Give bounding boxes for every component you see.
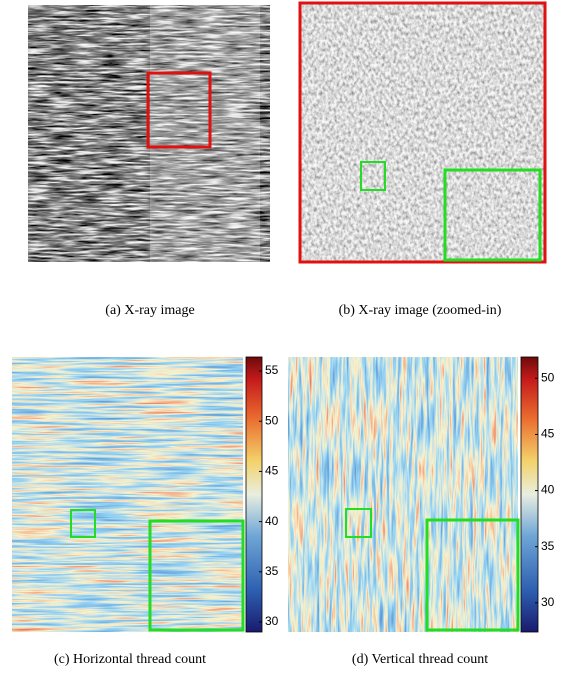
figure: (a) X-ray image (b) X-ray image (zoomed-i… (0, 0, 565, 670)
tick-label: 50 (541, 370, 555, 384)
colorbar (521, 357, 538, 632)
caption: (c) Horizontal thread count (54, 652, 206, 667)
tick-label: 50 (265, 413, 279, 427)
tick-label: 40 (265, 514, 279, 528)
tick-label: 40 (541, 483, 555, 497)
caption: (d) Vertical thread count (352, 652, 488, 667)
detail-inset (150, 521, 243, 630)
tick-label: 45 (541, 427, 555, 441)
tick-label: 35 (265, 564, 279, 578)
tick-label: 35 (541, 539, 555, 553)
caption: (b) X-ray image (zoomed-in) (339, 303, 502, 318)
tick-label: 45 (265, 464, 279, 478)
tick-label: 30 (265, 614, 279, 628)
tick-label: 55 (265, 363, 279, 377)
detail-inset (427, 520, 518, 630)
light-region (150, 5, 260, 262)
detail-inset (445, 170, 540, 260)
caption: (a) X-ray image (105, 303, 194, 318)
tick-label: 30 (541, 595, 555, 609)
colorbar (246, 357, 262, 632)
